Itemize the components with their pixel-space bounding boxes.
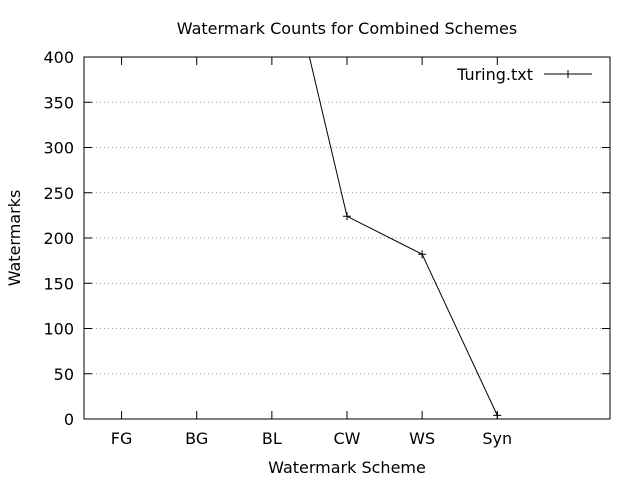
data-point — [418, 250, 427, 259]
legend-marker — [564, 70, 572, 78]
y-tick-label: 150 — [43, 274, 74, 293]
y-tick-label: 50 — [54, 365, 74, 384]
legend: Turing.txt — [456, 65, 592, 84]
plot-frame — [83, 56, 611, 420]
series-line — [308, 56, 498, 416]
y-tick-label: 100 — [43, 320, 74, 339]
data-point — [493, 411, 502, 420]
x-tick-label: Syn — [482, 429, 512, 448]
y-tick-label: 350 — [43, 93, 74, 112]
y-axis: 0 50 100 150 200 250 300 350 400 — [43, 48, 610, 429]
chart-title: Watermark Counts for Combined Schemes — [177, 19, 517, 38]
x-axis: FG BG BL CW WS Syn — [111, 57, 512, 448]
x-tick-label: FG — [111, 429, 133, 448]
y-tick-label: 0 — [64, 410, 74, 429]
x-axis-label: Watermark Scheme — [268, 458, 426, 477]
x-tick-label: CW — [334, 429, 361, 448]
y-tick-label: 200 — [43, 229, 74, 248]
y-tick-label: 300 — [43, 139, 74, 158]
grid-lines — [84, 101, 610, 375]
y-tick-label: 250 — [43, 184, 74, 203]
y-axis-label: Watermarks — [5, 190, 24, 287]
data-point — [343, 212, 351, 221]
series-turing — [308, 56, 502, 420]
x-tick-label: BL — [262, 429, 282, 448]
x-tick-label: WS — [409, 429, 435, 448]
y-tick-label: 400 — [43, 48, 74, 67]
legend-label: Turing.txt — [456, 65, 533, 84]
x-tick-label: BG — [185, 429, 208, 448]
